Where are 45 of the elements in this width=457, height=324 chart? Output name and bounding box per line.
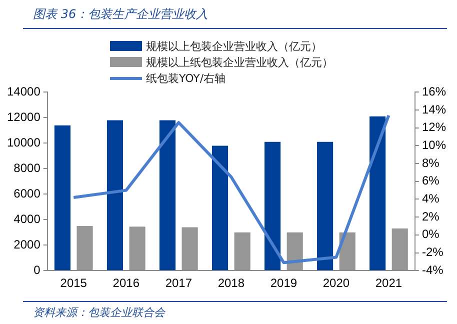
y-tick-label: 8000 (14, 160, 41, 175)
y-tick-label: 14000 (6, 84, 41, 99)
bar (54, 125, 71, 270)
bar (159, 120, 176, 270)
legend-label: 规模以上纸包装企业营业收入（亿元） (146, 54, 333, 70)
y2-tick-label: 2% (422, 209, 440, 224)
y2-tick-label: 0% (422, 227, 440, 242)
text: 资料来源：包装企业联合会 (33, 305, 165, 320)
bar (182, 227, 198, 270)
y-tick-label: 0 (34, 262, 41, 277)
x-tick-label: 2021 (375, 276, 402, 290)
y2-tick-label: 16% (422, 84, 446, 99)
y-tick-label: 4000 (14, 212, 41, 226)
bar (370, 116, 386, 270)
bar (76, 226, 93, 270)
bar (392, 228, 408, 270)
y2-tick-label: 10% (422, 138, 446, 152)
x-tick-label: 2020 (322, 276, 350, 290)
y2-tick-label: -2% (422, 245, 444, 260)
bar (234, 232, 250, 270)
bar (286, 232, 303, 270)
y-tick-label: 12000 (6, 110, 41, 124)
y2-tick-label: -4% (422, 262, 444, 277)
chart-title: 图表 36：包装生产企业营业收入 (33, 6, 208, 23)
x-tick-label: 2018 (218, 276, 245, 290)
x-tick-label: 2015 (60, 276, 88, 290)
bar (106, 120, 124, 270)
bar (212, 146, 228, 270)
y2-tick-label: 6% (422, 174, 440, 188)
x-tick-label: 2019 (270, 276, 298, 290)
x-tick-label: 2017 (165, 276, 192, 290)
legend-label: 纸包装YOY/右轴 (146, 70, 226, 86)
legend-label: 规模以上包装企业营业收入（亿元） (146, 38, 322, 54)
y2-tick-label: 4% (422, 192, 440, 206)
x-tick-label: 2016 (112, 276, 140, 290)
y-tick-label: 10000 (6, 135, 41, 150)
bar (129, 226, 146, 270)
y2-tick-label: 14% (422, 102, 446, 116)
bar (339, 232, 356, 270)
y-tick-label: 2000 (14, 237, 41, 252)
y2-tick-label: 12% (422, 120, 446, 134)
y-tick-label: 6000 (14, 186, 41, 200)
bar (264, 142, 281, 270)
bar (317, 142, 334, 270)
y2-tick-label: 8% (422, 156, 440, 170)
